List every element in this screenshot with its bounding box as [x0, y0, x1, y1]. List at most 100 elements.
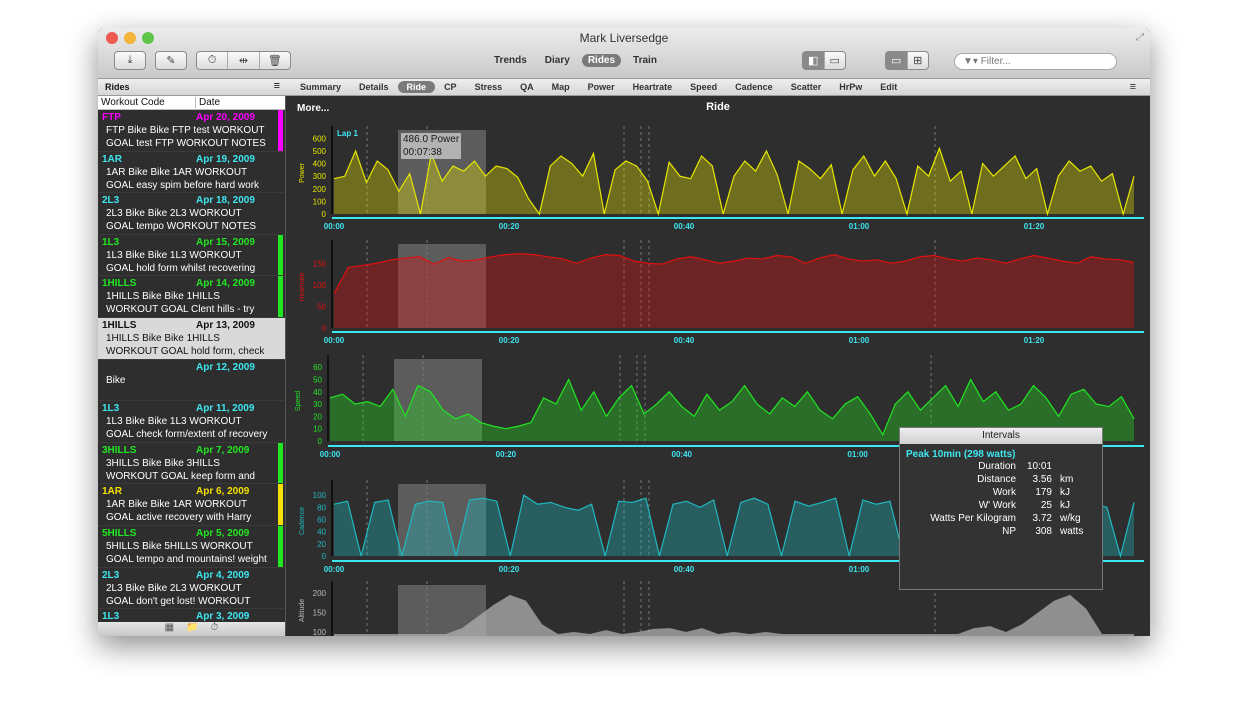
tab-details[interactable]: Details: [359, 82, 389, 92]
tiled-layout-icon[interactable]: ⊞: [913, 55, 923, 67]
ride-date: Apr 19, 2009: [196, 153, 255, 165]
heartrate-chart[interactable]: 0 50 100 150 Heartrate 00:00 00:20 00:40 01:00 01…: [299, 240, 1144, 345]
column-date[interactable]: Date: [195, 97, 220, 108]
sidebar-icon[interactable]: ◧: [803, 52, 825, 69]
ride-notes-line2: GOAL check form/extent of recovery: [106, 429, 268, 441]
ride-date: Apr 15, 2009: [196, 236, 255, 248]
stopwatch-icon[interactable]: ⏱: [197, 52, 229, 69]
nav-diary[interactable]: Diary: [544, 55, 570, 66]
x-tick-label: 00:00: [324, 222, 345, 231]
fullscreen-icon[interactable]: ⤢: [1136, 32, 1144, 43]
view-nav: Trends Diary Rides Train: [488, 54, 663, 67]
ride-list-item[interactable]: 1L3 Apr 11, 2009 1L3 Bike Bike 1L3 WORKO…: [98, 401, 285, 443]
ride-notes-line1: 3HILLS Bike Bike 3HILLS: [106, 457, 220, 469]
ride-list-item[interactable]: 2L3 Apr 18, 2009 2L3 Bike Bike 2L3 WORKO…: [98, 193, 285, 235]
ride-list-item[interactable]: Apr 12, 2009 Bike: [98, 360, 285, 402]
tab-stress[interactable]: Stress: [474, 82, 503, 92]
color-marker: [278, 110, 283, 151]
ride-date: Apr 12, 2009: [196, 361, 255, 373]
ride-notes-line1: 2L3 Bike Bike 2L3 WORKOUT: [106, 208, 242, 220]
ride-list-item[interactable]: 1HILLS Apr 13, 2009 1HILLS Bike Bike 1HI…: [98, 317, 285, 360]
bottom-panel-icon[interactable]: ▭: [829, 55, 840, 67]
close-button[interactable]: [106, 32, 118, 44]
x-tick-label: 00:00: [324, 336, 345, 345]
y-tick-label: 150: [313, 608, 327, 617]
tab-qa[interactable]: QA: [520, 82, 534, 92]
ride-list[interactable]: FTP Apr 20, 2009 FTP Bike Bike FTP test …: [98, 110, 285, 622]
ride-list-item[interactable]: 1L3 Apr 15, 2009 1L3 Bike Bike 1L3 WORKO…: [98, 234, 285, 277]
selection-range[interactable]: [394, 359, 482, 441]
nav-train[interactable]: Train: [633, 55, 657, 66]
ride-list-item[interactable]: 5HILLS Apr 5, 2009 5HILLS Bike 5HILLS WO…: [98, 525, 285, 568]
split-icon[interactable]: ⇹: [228, 52, 260, 69]
ride-notes-line2: GOAL easy spim before hard work: [106, 179, 260, 191]
trash-icon[interactable]: 🗑: [267, 55, 282, 67]
ride-tools: ⏱ ⇹ 🗑: [196, 51, 291, 70]
x-tick-label: 00:40: [674, 222, 695, 231]
ride-date: Apr 7, 2009: [196, 444, 250, 456]
nav-trends[interactable]: Trends: [494, 55, 527, 66]
window-title: Mark Liversedge: [579, 31, 669, 45]
x-tick-label: 00:40: [672, 450, 693, 459]
download-button[interactable]: ⤓: [114, 51, 146, 70]
ride-list-item[interactable]: 1HILLS Apr 14, 2009 1HILLS Bike Bike 1HI…: [98, 276, 285, 318]
column-workout-code[interactable]: Workout Code: [101, 97, 165, 108]
ride-notes-line1: 2L3 Bike Bike 2L3 WORKOUT: [106, 582, 242, 594]
x-tick-label: 00:20: [499, 565, 520, 574]
tab-cadence[interactable]: Cadence: [735, 82, 773, 92]
ride-list-item[interactable]: 1L3 Apr 3, 2009: [98, 609, 285, 622]
ride-list-item[interactable]: 1AR Apr 19, 2009 1AR Bike Bike 1AR WORKO…: [98, 152, 285, 194]
hover-tooltip: 486.0 Power 00:07:38: [401, 133, 462, 159]
color-marker: [278, 442, 283, 484]
tab-heartrate[interactable]: Heartrate: [632, 82, 673, 92]
tab-map[interactable]: Map: [551, 82, 570, 92]
x-tick-label: 00:20: [496, 450, 517, 459]
altitude-chart[interactable]: 100 150 200 Altitude: [299, 581, 1134, 636]
tab-edit[interactable]: Edit: [880, 82, 898, 92]
y-tick-label: 10: [313, 425, 322, 434]
ride-list-item[interactable]: 1AR Apr 6, 2009 1AR Bike Bike 1AR WORKOU…: [98, 484, 285, 526]
workout-code: FTP: [102, 112, 121, 123]
color-marker: [278, 276, 283, 317]
minimize-button[interactable]: [124, 32, 136, 44]
tabbed-layout-icon[interactable]: ▭: [886, 52, 908, 69]
selection-range[interactable]: [398, 484, 486, 556]
y-axis-label: Heartrate: [299, 272, 306, 301]
folder-icon[interactable]: 📁: [186, 622, 199, 633]
x-tick-label: 01:00: [847, 450, 868, 459]
tab-hrpw[interactable]: HrPw: [839, 82, 863, 92]
nav-rides[interactable]: Rides: [581, 54, 622, 67]
power-chart[interactable]: 0 100 200 300 400 500 600 Power 00:00 00:20 00:40 0…: [299, 126, 1144, 231]
edit-button[interactable]: ✎: [155, 51, 187, 70]
y-tick-label: 100: [313, 197, 327, 206]
tab-power[interactable]: Power: [587, 82, 615, 92]
tab-cp[interactable]: CP: [444, 82, 457, 92]
ride-list-item[interactable]: 2L3 Apr 4, 2009 2L3 Bike Bike 2L3 WORKOU…: [98, 568, 285, 610]
tabs-menu-icon[interactable]: ≡: [1129, 81, 1136, 93]
y-axis-label: Speed: [295, 391, 302, 411]
ride-date: Apr 14, 2009: [196, 278, 255, 290]
sidebar-menu-icon[interactable]: ≡: [273, 80, 280, 92]
ride-notes-line1: 1L3 Bike Bike 1L3 WORKOUT: [106, 249, 242, 261]
stopwatch-icon[interactable]: ⏱: [210, 622, 219, 633]
tab-summary[interactable]: Summary: [300, 82, 342, 92]
ride-notes-line1: FTP Bike Bike FTP test WORKOUT: [106, 125, 265, 136]
app-window: Mark Liversedge ⤢ ⤓ ✎ ⏱ ⇹ 🗑 Trends Diary…: [98, 28, 1150, 636]
tab-speed[interactable]: Speed: [690, 82, 718, 92]
speed-chart[interactable]: 0 10 20 30 40 50 60 Speed 00:00 00:20 00:40 01:00: [295, 355, 1144, 459]
altitude-area: [334, 594, 1134, 636]
ride-list-item[interactable]: FTP Apr 20, 2009 FTP Bike Bike FTP test …: [98, 110, 285, 152]
workout-code: 1L3: [102, 236, 120, 248]
filter-input[interactable]: ▼▾ Filter...: [954, 53, 1117, 70]
ride-list-item[interactable]: 3HILLS Apr 7, 2009 3HILLS Bike Bike 3HIL…: [98, 442, 285, 485]
layout-toggle: ▭ ⊞: [885, 51, 929, 70]
zoom-button[interactable]: [142, 32, 154, 44]
tab-ride[interactable]: Ride: [397, 81, 436, 93]
ride-notes-line2: GOAL tempo WORKOUT NOTES: [106, 221, 257, 233]
x-tick-label: 01:00: [849, 222, 870, 231]
tab-scatter[interactable]: Scatter: [790, 82, 822, 92]
more-link[interactable]: More...: [297, 103, 330, 114]
heartrate-line: [333, 253, 1135, 294]
calendar-icon[interactable]: ▦: [164, 622, 175, 633]
ride-notes-line2: WORKOUT GOAL Clent hills - try: [106, 304, 255, 316]
